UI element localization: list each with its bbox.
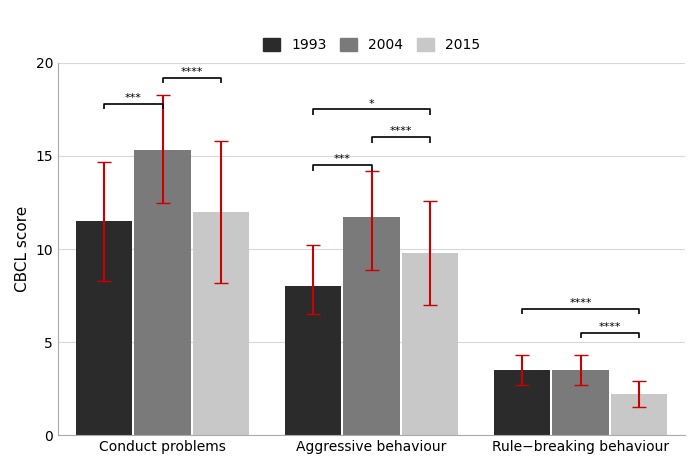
Bar	[76, 221, 132, 435]
Text: ***: ***	[125, 93, 141, 103]
Y-axis label: CBCL score: CBCL score	[15, 206, 30, 292]
Text: ***: ***	[334, 154, 351, 164]
Bar	[134, 151, 190, 435]
Text: ****: ****	[181, 67, 203, 77]
Text: ****: ****	[598, 322, 621, 332]
Bar	[611, 394, 667, 435]
Legend: 1993, 2004, 2015: 1993, 2004, 2015	[258, 33, 485, 58]
Bar	[494, 370, 550, 435]
Bar	[285, 286, 341, 435]
Bar	[193, 212, 249, 435]
Bar	[552, 370, 609, 435]
Bar	[343, 218, 400, 435]
Bar	[402, 253, 458, 435]
Text: ****: ****	[569, 298, 591, 308]
Text: ****: ****	[389, 127, 412, 136]
Text: *: *	[369, 98, 375, 108]
